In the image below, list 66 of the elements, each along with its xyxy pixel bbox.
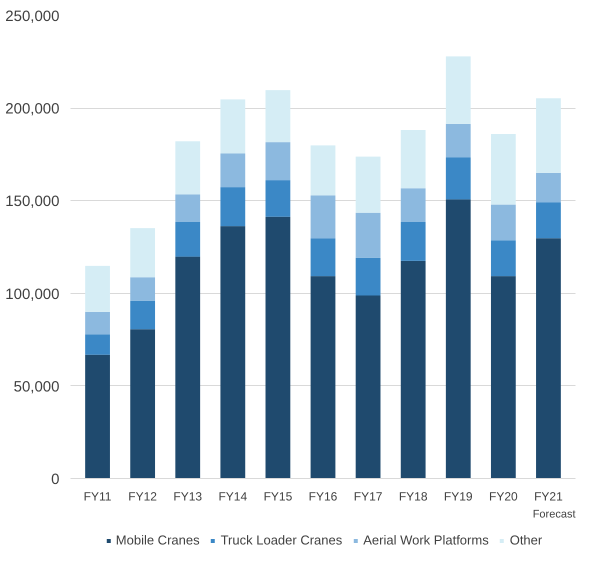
legend-label: Other — [510, 532, 542, 548]
y-tick-label: 100,000 — [5, 286, 60, 303]
bar — [490, 134, 516, 205]
bar — [310, 238, 336, 276]
bar — [356, 212, 380, 258]
bar — [446, 124, 471, 158]
bar — [490, 276, 516, 478]
bar — [310, 145, 336, 196]
bar — [536, 202, 561, 238]
legend-label: Mobile Cranes — [116, 532, 200, 548]
x-tick-label: FY11 — [84, 490, 112, 504]
bar — [310, 276, 336, 478]
bar — [175, 256, 200, 478]
bar — [266, 180, 290, 217]
bar — [400, 260, 426, 478]
x-tick-label: FY21 — [534, 490, 564, 504]
bar — [446, 199, 471, 478]
bar — [85, 266, 110, 312]
x-tick-label: FY17 — [354, 490, 383, 504]
x-tick-label: FY16 — [308, 490, 338, 504]
x-tick-label: FY18 — [398, 490, 428, 504]
y-tick-label: 50,000 — [14, 378, 60, 396]
bar — [400, 188, 426, 222]
bar — [266, 216, 290, 478]
bar — [220, 153, 246, 188]
bar — [400, 130, 426, 188]
y-tick-label: 250,000 — [5, 8, 60, 25]
x-tick-label: FY19 — [444, 490, 473, 504]
bar — [356, 258, 380, 296]
bar — [446, 158, 471, 200]
bar — [175, 222, 200, 257]
bar — [356, 296, 380, 478]
bar — [220, 99, 246, 154]
legend-label: Aerial Work Platforms — [363, 532, 489, 548]
bar — [130, 300, 156, 330]
bar — [310, 195, 336, 238]
x-tick-label: FY13 — [173, 490, 202, 504]
bar — [266, 90, 290, 142]
bar — [85, 334, 110, 355]
bar — [490, 240, 516, 276]
y-tick-label: 200,000 — [5, 100, 60, 118]
text: Forecast — [532, 508, 576, 520]
bar — [536, 172, 561, 203]
bar — [536, 238, 561, 478]
bar — [446, 56, 471, 124]
y-tick-label: 0 — [51, 471, 60, 488]
bar — [175, 194, 200, 222]
bar — [130, 228, 156, 278]
x-tick-label: FY20 — [489, 490, 518, 504]
bar — [175, 141, 200, 194]
bar — [220, 187, 246, 226]
bar — [130, 329, 156, 478]
x-tick-label: FY15 — [264, 490, 293, 504]
bar — [85, 354, 110, 478]
bar — [400, 222, 426, 261]
bar — [220, 226, 246, 478]
legend-label: Truck Loader Cranes — [220, 532, 342, 548]
y-tick-label: 150,000 — [5, 193, 60, 210]
bar — [490, 204, 516, 240]
bar — [536, 98, 561, 173]
x-tick-label: FY14 — [218, 490, 248, 504]
bar — [266, 142, 290, 180]
bar — [85, 312, 110, 334]
x-tick-label: FY12 — [128, 490, 158, 504]
bar — [130, 277, 156, 301]
bar — [356, 156, 380, 213]
